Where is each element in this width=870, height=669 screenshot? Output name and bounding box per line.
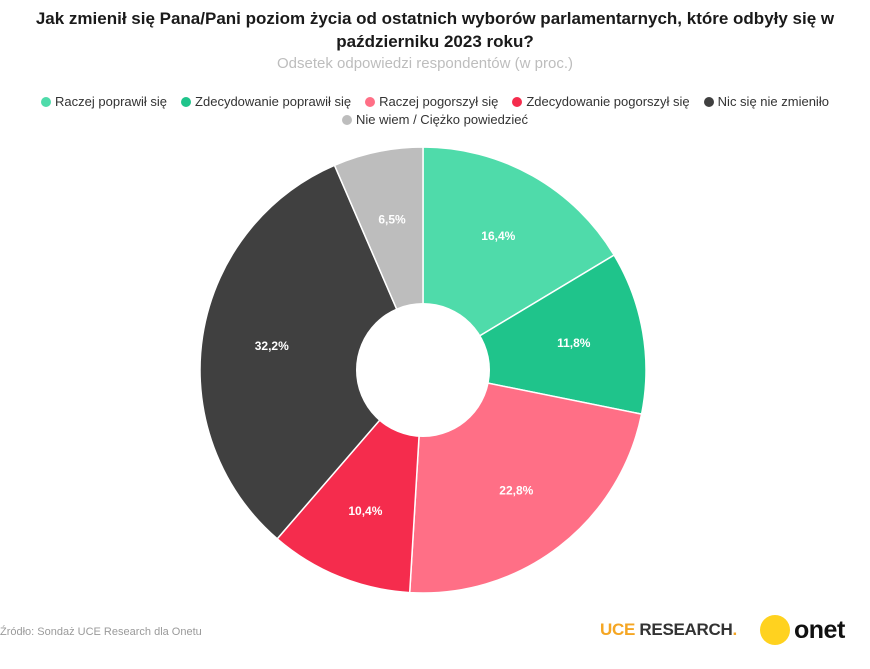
uce-logo-part1: UCE xyxy=(600,620,635,639)
legend-label: Nie wiem / Ciężko powiedzieć xyxy=(356,112,528,127)
source-note: Źródło: Sondaż UCE Research dla Onetu xyxy=(0,626,202,638)
donut-hole xyxy=(356,303,490,437)
legend-dot-icon xyxy=(41,96,52,107)
legend-dot-icon xyxy=(512,96,523,107)
legend-dot-icon xyxy=(703,96,714,107)
slice-data-label: 16,4% xyxy=(481,229,515,243)
legend-item[interactable]: Zdecydowanie poprawił się xyxy=(181,94,351,109)
onet-logo-text: onet xyxy=(794,615,845,644)
pie-slice[interactable] xyxy=(422,146,616,372)
legend-item[interactable]: Nie wiem / Ciężko powiedzieć xyxy=(342,112,528,127)
legend-dot-icon xyxy=(365,96,376,107)
slice-data-label: 32,2% xyxy=(255,339,289,353)
legend-label: Raczej pogorszył się xyxy=(379,94,499,109)
chart-subtitle: Odsetek odpowiedzi respondentów (w proc.… xyxy=(277,55,573,72)
uce-logo-dot: . xyxy=(732,620,737,639)
legend-item[interactable]: Nic się nie zmieniło xyxy=(703,94,829,109)
chart-legend: Raczej poprawił się Zdecydowanie poprawił… xyxy=(20,94,850,127)
legend-item[interactable]: Raczej pogorszył się xyxy=(365,94,498,109)
uce-logo-part2: RESEARCH xyxy=(635,620,733,639)
legend-dot-icon xyxy=(181,96,192,107)
legend-item[interactable]: Zdecydowanie pogorszył się xyxy=(512,94,690,109)
slice-data-label: 6,5% xyxy=(378,212,406,226)
legend-label: Zdecydowanie pogorszył się xyxy=(526,94,690,109)
slice-data-label: 10,4% xyxy=(348,504,382,518)
legend-label: Nic się nie zmieniło xyxy=(717,94,829,109)
pie-slice[interactable] xyxy=(199,164,424,540)
slice-data-label: 22,8% xyxy=(499,483,533,497)
chart-title-line1: Jak zmienił się Pana/Pani poziom życia o… xyxy=(35,9,835,28)
pie-slice[interactable] xyxy=(408,369,643,594)
legend-label: Raczej poprawił się xyxy=(55,94,168,109)
legend-label: Zdecydowanie poprawił się xyxy=(195,94,352,109)
legend-item[interactable]: Raczej poprawił się xyxy=(41,94,167,109)
slice-data-label: 11,8% xyxy=(557,336,591,350)
onet-logo: onet xyxy=(760,615,845,645)
chart-title-line2: październiku 2023 roku? xyxy=(336,32,534,51)
uce-research-logo: UCE RESEARCH. xyxy=(600,620,737,640)
onet-circle-icon xyxy=(760,615,790,645)
legend-dot-icon xyxy=(342,114,353,125)
chart-title: Jak zmienił się Pana/Pani poziom życia o… xyxy=(0,7,870,53)
